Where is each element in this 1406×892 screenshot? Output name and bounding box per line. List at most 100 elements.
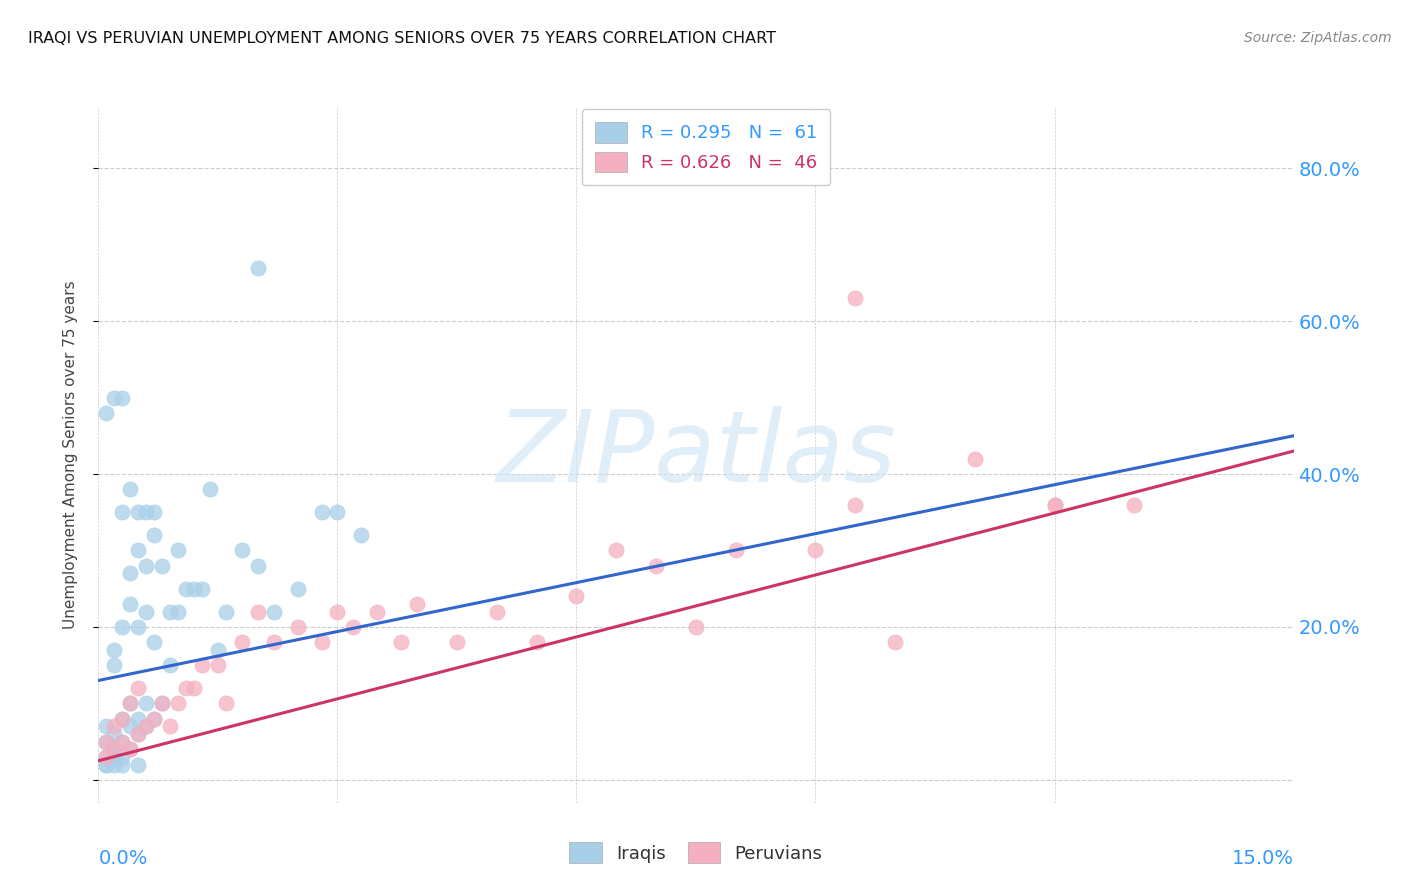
- Point: [183, 681, 205, 695]
- Point: [342, 620, 364, 634]
- Point: [605, 543, 627, 558]
- Point: [326, 505, 349, 519]
- Point: [120, 597, 142, 611]
- Point: [150, 558, 173, 573]
- Point: [246, 260, 269, 275]
- Text: 0.0%: 0.0%: [98, 848, 148, 868]
- Point: [287, 582, 309, 596]
- Point: [111, 757, 134, 772]
- Point: [103, 750, 125, 764]
- Point: [724, 543, 747, 558]
- Point: [135, 697, 157, 711]
- Point: [111, 391, 134, 405]
- Point: [485, 605, 508, 619]
- Point: [103, 742, 125, 756]
- Text: 15.0%: 15.0%: [1232, 848, 1294, 868]
- Point: [167, 697, 190, 711]
- Point: [111, 734, 134, 748]
- Point: [96, 757, 118, 772]
- Point: [884, 635, 907, 649]
- Point: [120, 719, 142, 733]
- Point: [120, 742, 142, 756]
- Point: [127, 727, 149, 741]
- Point: [143, 712, 166, 726]
- Point: [135, 605, 157, 619]
- Point: [174, 681, 197, 695]
- Point: [111, 734, 134, 748]
- Point: [231, 543, 253, 558]
- Point: [135, 719, 157, 733]
- Point: [159, 719, 181, 733]
- Point: [287, 620, 309, 634]
- Point: [263, 635, 285, 649]
- Point: [231, 635, 253, 649]
- Point: [366, 605, 388, 619]
- Point: [1123, 498, 1146, 512]
- Point: [804, 543, 827, 558]
- Point: [103, 719, 125, 733]
- Point: [111, 620, 134, 634]
- Point: [96, 750, 118, 764]
- Point: [263, 605, 285, 619]
- Point: [120, 697, 142, 711]
- Point: [127, 681, 149, 695]
- Point: [96, 719, 118, 733]
- Point: [143, 528, 166, 542]
- Point: [96, 757, 118, 772]
- Point: [159, 605, 181, 619]
- Point: [215, 697, 238, 711]
- Point: [183, 582, 205, 596]
- Point: [311, 505, 333, 519]
- Point: [103, 742, 125, 756]
- Point: [127, 620, 149, 634]
- Point: [127, 757, 149, 772]
- Point: [150, 697, 173, 711]
- Point: [191, 658, 214, 673]
- Point: [526, 635, 548, 649]
- Text: Source: ZipAtlas.com: Source: ZipAtlas.com: [1244, 31, 1392, 45]
- Point: [111, 712, 134, 726]
- Point: [120, 483, 142, 497]
- Point: [111, 712, 134, 726]
- Point: [120, 566, 142, 581]
- Point: [326, 605, 349, 619]
- Point: [120, 697, 142, 711]
- Point: [96, 734, 118, 748]
- Point: [844, 498, 866, 512]
- Point: [135, 558, 157, 573]
- Point: [406, 597, 429, 611]
- Y-axis label: Unemployment Among Seniors over 75 years: Unemployment Among Seniors over 75 years: [63, 281, 77, 629]
- Point: [103, 727, 125, 741]
- Point: [143, 712, 166, 726]
- Point: [103, 391, 125, 405]
- Point: [127, 543, 149, 558]
- Text: IRAQI VS PERUVIAN UNEMPLOYMENT AMONG SENIORS OVER 75 YEARS CORRELATION CHART: IRAQI VS PERUVIAN UNEMPLOYMENT AMONG SEN…: [28, 31, 776, 46]
- Point: [143, 505, 166, 519]
- Point: [191, 582, 214, 596]
- Point: [963, 451, 986, 466]
- Point: [167, 543, 190, 558]
- Point: [311, 635, 333, 649]
- Point: [167, 605, 190, 619]
- Point: [120, 742, 142, 756]
- Point: [103, 643, 125, 657]
- Point: [111, 505, 134, 519]
- Point: [207, 658, 229, 673]
- Legend: Iraqis, Peruvians: Iraqis, Peruvians: [558, 831, 834, 874]
- Point: [135, 505, 157, 519]
- Point: [127, 505, 149, 519]
- Point: [150, 697, 173, 711]
- Point: [174, 582, 197, 596]
- Point: [1043, 498, 1066, 512]
- Point: [96, 750, 118, 764]
- Point: [159, 658, 181, 673]
- Point: [96, 734, 118, 748]
- Point: [246, 558, 269, 573]
- Point: [143, 635, 166, 649]
- Point: [215, 605, 238, 619]
- Point: [127, 727, 149, 741]
- Point: [389, 635, 412, 649]
- Point: [103, 658, 125, 673]
- Point: [135, 719, 157, 733]
- Point: [1043, 498, 1066, 512]
